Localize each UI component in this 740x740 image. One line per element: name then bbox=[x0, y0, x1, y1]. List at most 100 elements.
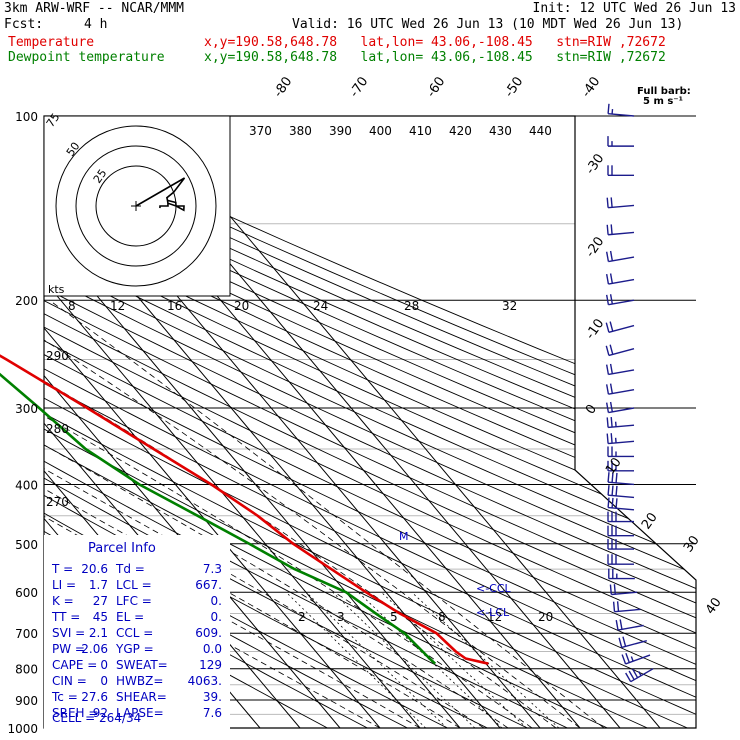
parcel-av: 45 bbox=[93, 610, 108, 624]
wind-barb bbox=[607, 539, 634, 550]
wind-barb bbox=[607, 165, 634, 177]
wind-barb bbox=[607, 136, 634, 147]
wind-barb bbox=[606, 197, 635, 209]
mixing-ratio-line bbox=[332, 591, 476, 728]
parcel-av: 20.6 bbox=[81, 562, 108, 576]
isotherm-label: -70 bbox=[347, 74, 371, 100]
wind-barb bbox=[608, 568, 635, 580]
wind-barb bbox=[606, 417, 635, 429]
parcel-bv: 7.3 bbox=[203, 562, 222, 576]
parcel-av: 0 bbox=[100, 674, 108, 688]
mixing-ratio-line bbox=[285, 591, 426, 728]
parcel-a: T = bbox=[51, 562, 73, 576]
forecast-hours: 4 h bbox=[84, 17, 108, 32]
hodo-speed-label: 12 bbox=[110, 299, 125, 313]
dry-adiabat bbox=[44, 116, 696, 728]
dry-adiabat bbox=[44, 116, 568, 728]
legend-dewpoint-label: Dewpoint temperature bbox=[8, 50, 165, 65]
theta-label: 370 bbox=[249, 124, 272, 138]
wind-barb bbox=[615, 619, 644, 631]
isotherm-label: -20 bbox=[583, 234, 607, 260]
parcel-a: SREH = bbox=[52, 706, 98, 720]
dry-adiabat bbox=[44, 116, 696, 728]
theta-e-label: 290 bbox=[46, 349, 69, 363]
dry-adiabat bbox=[44, 116, 608, 728]
pressure-label: 900 bbox=[15, 694, 38, 708]
theta-label: 390 bbox=[329, 124, 352, 138]
mixing-ratio-label: 8 bbox=[438, 610, 446, 624]
theta-label: 400 bbox=[369, 124, 392, 138]
dry-adiabat bbox=[44, 116, 696, 728]
isotherm-label: -40 bbox=[579, 74, 603, 100]
isotherm-label: 30 bbox=[681, 533, 703, 555]
wind-barb bbox=[605, 401, 635, 414]
temperature-trace bbox=[0, 354, 489, 665]
dry-adiabat bbox=[44, 116, 696, 728]
model-title: 3km ARW-WRF -- NCAR/MMM bbox=[4, 1, 185, 16]
sounding-traces bbox=[0, 354, 489, 665]
isotherm bbox=[145, 116, 661, 728]
dry-adiabat bbox=[44, 116, 696, 728]
isotherm-label: 0 bbox=[583, 402, 600, 417]
forecast-label: Fcst: bbox=[4, 17, 44, 32]
moist-adiabat bbox=[49, 299, 605, 728]
wind-barb bbox=[606, 224, 635, 236]
mixing-ratio-label: 2 bbox=[298, 610, 306, 624]
dry-adiabat bbox=[44, 116, 696, 728]
wind-barb bbox=[607, 511, 634, 523]
pressure-label: 100 bbox=[15, 110, 38, 124]
parcel-av: 0 bbox=[100, 658, 108, 672]
parcel-a: LI = bbox=[52, 578, 76, 592]
parcel-av: 27 bbox=[93, 594, 108, 608]
dewpoint-trace bbox=[0, 372, 437, 665]
wind-barb bbox=[621, 652, 651, 665]
pressure-label: 800 bbox=[15, 663, 38, 677]
parcel-av: 2.06 bbox=[81, 642, 108, 656]
parcel-bv: 609. bbox=[195, 626, 222, 640]
isotherm-label: -80 bbox=[271, 74, 295, 100]
dry-adiabat bbox=[44, 116, 696, 728]
dry-adiabat bbox=[44, 116, 648, 728]
mixing-ratio-label: 5 bbox=[390, 610, 398, 624]
dry-adiabat bbox=[44, 116, 696, 728]
parcel-av: 2.1 bbox=[89, 626, 108, 640]
parcel-bv: 667. bbox=[195, 578, 222, 592]
dry-adiabat bbox=[44, 116, 688, 728]
theta-e-label: 270 bbox=[46, 495, 69, 509]
isotherm-label: -10 bbox=[583, 316, 607, 342]
wind-barb bbox=[606, 433, 635, 445]
isotherm-label: 20 bbox=[639, 510, 661, 532]
wind-barb bbox=[625, 668, 654, 683]
parcel-a: K = bbox=[52, 594, 74, 608]
isotherm-label: -50 bbox=[502, 74, 526, 100]
wind-barb bbox=[609, 584, 638, 596]
dry-adiabat bbox=[44, 116, 696, 728]
theta-label: 380 bbox=[289, 124, 312, 138]
wind-barb bbox=[607, 497, 635, 511]
wind-barb bbox=[605, 250, 635, 263]
pressure-label: 400 bbox=[15, 478, 38, 492]
pressure-label: 700 bbox=[15, 627, 38, 641]
moist-adiabat bbox=[44, 299, 461, 728]
barb-legend-line2: 5 m s⁻¹ bbox=[643, 96, 683, 107]
mixing-ratio-line bbox=[381, 591, 527, 728]
wind-barb bbox=[607, 485, 635, 499]
dry-adiabat bbox=[44, 116, 696, 728]
parcel-b: LAPSE= bbox=[116, 706, 164, 720]
parcel-av: 27.6 bbox=[81, 690, 108, 704]
wind-barb bbox=[612, 601, 641, 613]
dry-adiabat bbox=[44, 116, 696, 728]
hodograph-trace bbox=[135, 177, 186, 212]
hodo-speed-label: 32 bbox=[502, 299, 517, 313]
lcl-label: <-LCL bbox=[476, 606, 510, 619]
isotherm-label: -60 bbox=[424, 74, 448, 100]
dry-adiabat bbox=[44, 116, 696, 728]
hodo-speed-label: 28 bbox=[404, 299, 419, 313]
dry-adiabat bbox=[44, 116, 696, 728]
parcel-av: 92 bbox=[93, 706, 108, 720]
parcel-cell: CELL = 264/34 bbox=[52, 711, 141, 725]
hodo-speed-label: 8 bbox=[68, 299, 76, 313]
mixing-ratio-label: 20 bbox=[538, 610, 553, 624]
wind-barb bbox=[607, 525, 634, 537]
